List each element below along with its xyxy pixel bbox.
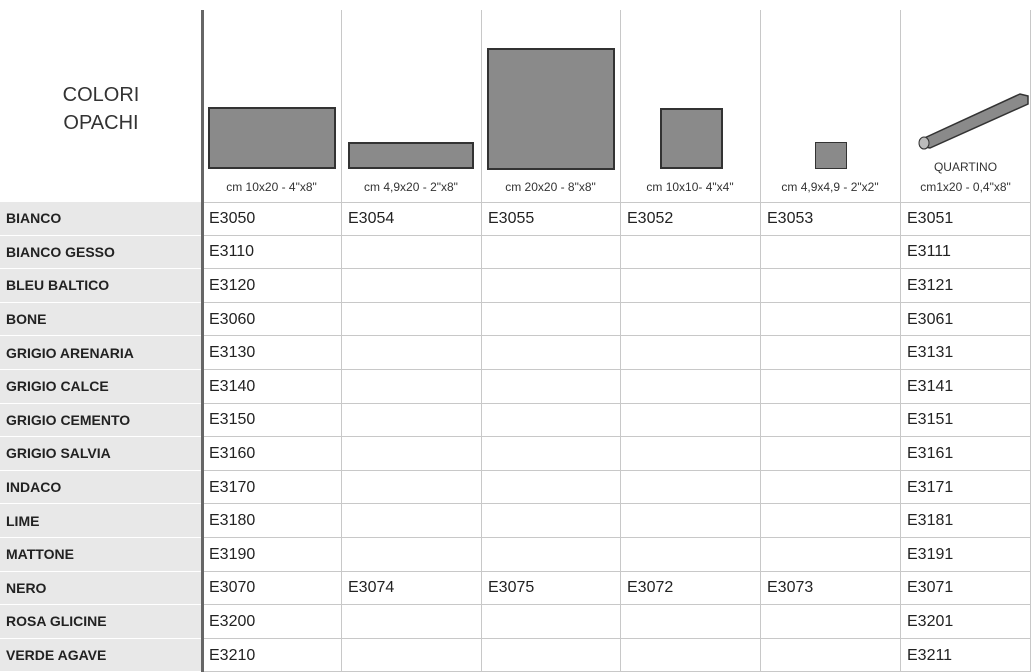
tile-image [815, 142, 847, 169]
code-cell: E3140 [202, 370, 341, 404]
row-label: BLEU BALTICO [0, 269, 202, 303]
page: COLORI OPACHI cm 10x20 - 4"x8"cm 4,9x20 … [0, 0, 1031, 672]
column-name: QUARTINO [900, 160, 1031, 174]
code-cell: E3190 [202, 538, 341, 572]
code-cell: E3075 [481, 572, 620, 606]
code-cell: E3055 [481, 202, 620, 236]
row-label: NERO [0, 572, 202, 606]
row-label: BIANCO GESSO [0, 236, 202, 270]
code-cell: E3210 [202, 639, 341, 672]
code-cell: E3181 [900, 504, 1031, 538]
code-cell: E3073 [760, 572, 900, 606]
code-cell: E3070 [202, 572, 341, 606]
code-cell: E3141 [900, 370, 1031, 404]
column-size: cm 20x20 - 8"x8" [481, 180, 620, 194]
code-cell: E3211 [900, 639, 1031, 672]
code-cell: E3171 [900, 471, 1031, 505]
column-size: cm1x20 - 0,4"x8" [900, 180, 1031, 194]
row-line [202, 202, 1031, 203]
code-cell: E3050 [202, 202, 341, 236]
column-line [481, 10, 482, 672]
code-cell: E3054 [341, 202, 481, 236]
column-line [760, 10, 761, 672]
row-label: GRIGIO ARENARIA [0, 336, 202, 370]
title-line: OPACHI [0, 112, 202, 135]
main-divider [201, 10, 204, 672]
code-cell: E3130 [202, 336, 341, 370]
code-cell: E3200 [202, 605, 341, 639]
column-size: cm 4,9x20 - 2"x8" [341, 180, 481, 194]
code-cell: E3170 [202, 471, 341, 505]
code-cell: E3053 [760, 202, 900, 236]
code-cell: E3071 [900, 572, 1031, 606]
code-cell: E3161 [900, 437, 1031, 471]
code-cell: E3111 [900, 236, 1031, 270]
column-size: cm 10x20 - 4"x8" [202, 180, 341, 194]
code-cell: E3074 [341, 572, 481, 606]
code-cell: E3160 [202, 437, 341, 471]
tile-image [208, 107, 336, 169]
code-cell: E3061 [900, 303, 1031, 337]
tile-image [487, 48, 615, 170]
code-cell: E3121 [900, 269, 1031, 303]
code-cell: E3120 [202, 269, 341, 303]
code-cell: E3191 [900, 538, 1031, 572]
code-cell: E3180 [202, 504, 341, 538]
row-label: LIME [0, 504, 202, 538]
code-cell: E3150 [202, 404, 341, 438]
column-line [900, 10, 901, 672]
column-line [620, 10, 621, 672]
tile-image [348, 142, 474, 169]
code-cell: E3151 [900, 404, 1031, 438]
code-cell: E3201 [900, 605, 1031, 639]
code-cell: E3051 [900, 202, 1031, 236]
row-label: ROSA GLICINE [0, 605, 202, 639]
code-cell: E3060 [202, 303, 341, 337]
code-cell: E3131 [900, 336, 1031, 370]
quartino-image [900, 80, 1031, 160]
row-label: INDACO [0, 471, 202, 505]
column-line [341, 10, 342, 672]
row-label: GRIGIO CALCE [0, 370, 202, 404]
column-size: cm 10x10- 4"x4" [620, 180, 760, 194]
code-cell: E3110 [202, 236, 341, 270]
code-cell: E3052 [620, 202, 760, 236]
column-size: cm 4,9x4,9 - 2"x2" [760, 180, 900, 194]
row-label: GRIGIO SALVIA [0, 437, 202, 471]
row-label: MATTONE [0, 538, 202, 572]
code-cell: E3072 [620, 572, 760, 606]
row-label: GRIGIO CEMENTO [0, 404, 202, 438]
row-label: BIANCO [0, 202, 202, 236]
row-label: BONE [0, 303, 202, 337]
row-label: VERDE AGAVE [0, 639, 202, 672]
title-line: COLORI [0, 84, 202, 107]
tile-image [660, 108, 723, 169]
